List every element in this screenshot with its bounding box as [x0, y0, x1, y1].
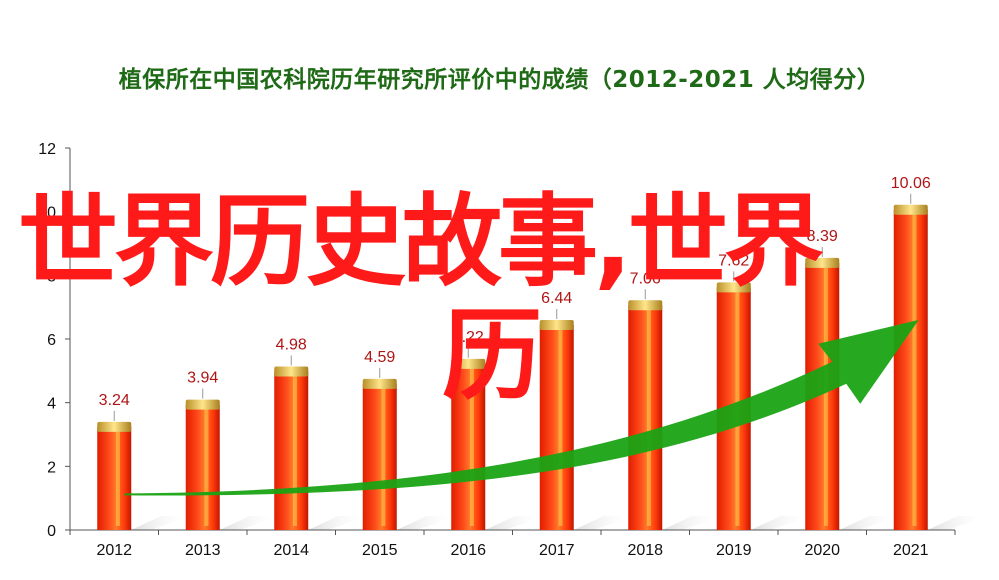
bar-highlight — [469, 367, 474, 526]
bar-cap — [893, 204, 928, 215]
bar-highlight — [912, 213, 917, 527]
x-tick-label: 2013 — [185, 542, 221, 559]
bar-shadow — [485, 516, 546, 530]
bar — [893, 209, 928, 531]
bar — [97, 426, 132, 530]
bar-highlight — [204, 408, 209, 526]
bar-cap — [628, 300, 663, 311]
x-tick-label: 2017 — [539, 542, 575, 559]
x-tick-label: 2012 — [96, 542, 132, 559]
y-tick-label: 2 — [47, 459, 56, 476]
bar-shadow — [927, 516, 988, 530]
bar-highlight — [646, 309, 651, 526]
y-tick-label: 6 — [47, 332, 56, 349]
x-tick-label: 2014 — [273, 542, 309, 559]
x-tick-label: 2015 — [362, 542, 398, 559]
bar-highlight — [558, 328, 563, 526]
bar — [628, 305, 663, 530]
bar — [274, 371, 309, 530]
bar-shadow — [396, 516, 457, 530]
x-tick-label: 2021 — [893, 542, 929, 559]
bar-cap — [539, 319, 574, 330]
x-tick-label: 2016 — [450, 542, 486, 559]
bar-shadow — [219, 516, 280, 530]
value-label: 3.24 — [99, 392, 130, 409]
bar-highlight — [292, 375, 297, 526]
overlay-watermark-text-2: 历 — [442, 297, 542, 414]
trend-arrow — [124, 319, 919, 496]
y-tick-label: 12 — [38, 141, 56, 158]
y-tick-label: 10 — [38, 205, 56, 222]
bar-cap — [451, 358, 486, 369]
bar — [185, 404, 220, 530]
bar-highlight — [823, 266, 828, 526]
bar-shadow — [573, 516, 634, 530]
value-label: 5.22 — [453, 329, 484, 346]
value-label: 4.98 — [276, 336, 307, 353]
bar-highlight — [115, 430, 120, 526]
bar — [362, 383, 397, 530]
bar-cap — [716, 282, 751, 293]
bar-cap — [97, 421, 132, 432]
value-label: 3.94 — [187, 370, 218, 387]
y-tick-label: 4 — [47, 396, 56, 413]
bar-cap — [805, 257, 840, 268]
bar — [451, 363, 486, 530]
value-label: 4.59 — [364, 349, 395, 366]
value-label: 7.62 — [718, 252, 749, 269]
bar — [539, 324, 574, 530]
x-tick-label: 2019 — [716, 542, 752, 559]
value-label: 10.06 — [891, 175, 931, 192]
x-tick-label: 2020 — [804, 542, 840, 559]
value-label: 7.06 — [630, 270, 661, 287]
y-tick-label: 0 — [47, 523, 56, 540]
y-tick-label: 8 — [47, 268, 56, 285]
bar-shadow — [662, 516, 723, 530]
bar-shadow — [131, 516, 192, 530]
chart-title: 植保所在中国农科院历年研究所评价中的成绩（2012-2021 人均得分） — [118, 67, 881, 93]
bar-shadow — [750, 516, 811, 530]
value-label: 8.39 — [807, 228, 838, 245]
overlay-watermark-text: 世界历史故事,世界 — [18, 183, 824, 300]
bar-cap — [185, 399, 220, 410]
value-label: 6.44 — [541, 290, 572, 307]
bar-highlight — [381, 387, 386, 526]
bar-cap — [362, 378, 397, 389]
bar-shadow — [839, 516, 900, 530]
x-tick-label: 2018 — [627, 542, 663, 559]
bar-cap — [274, 366, 309, 377]
bar-shadow — [308, 516, 369, 530]
